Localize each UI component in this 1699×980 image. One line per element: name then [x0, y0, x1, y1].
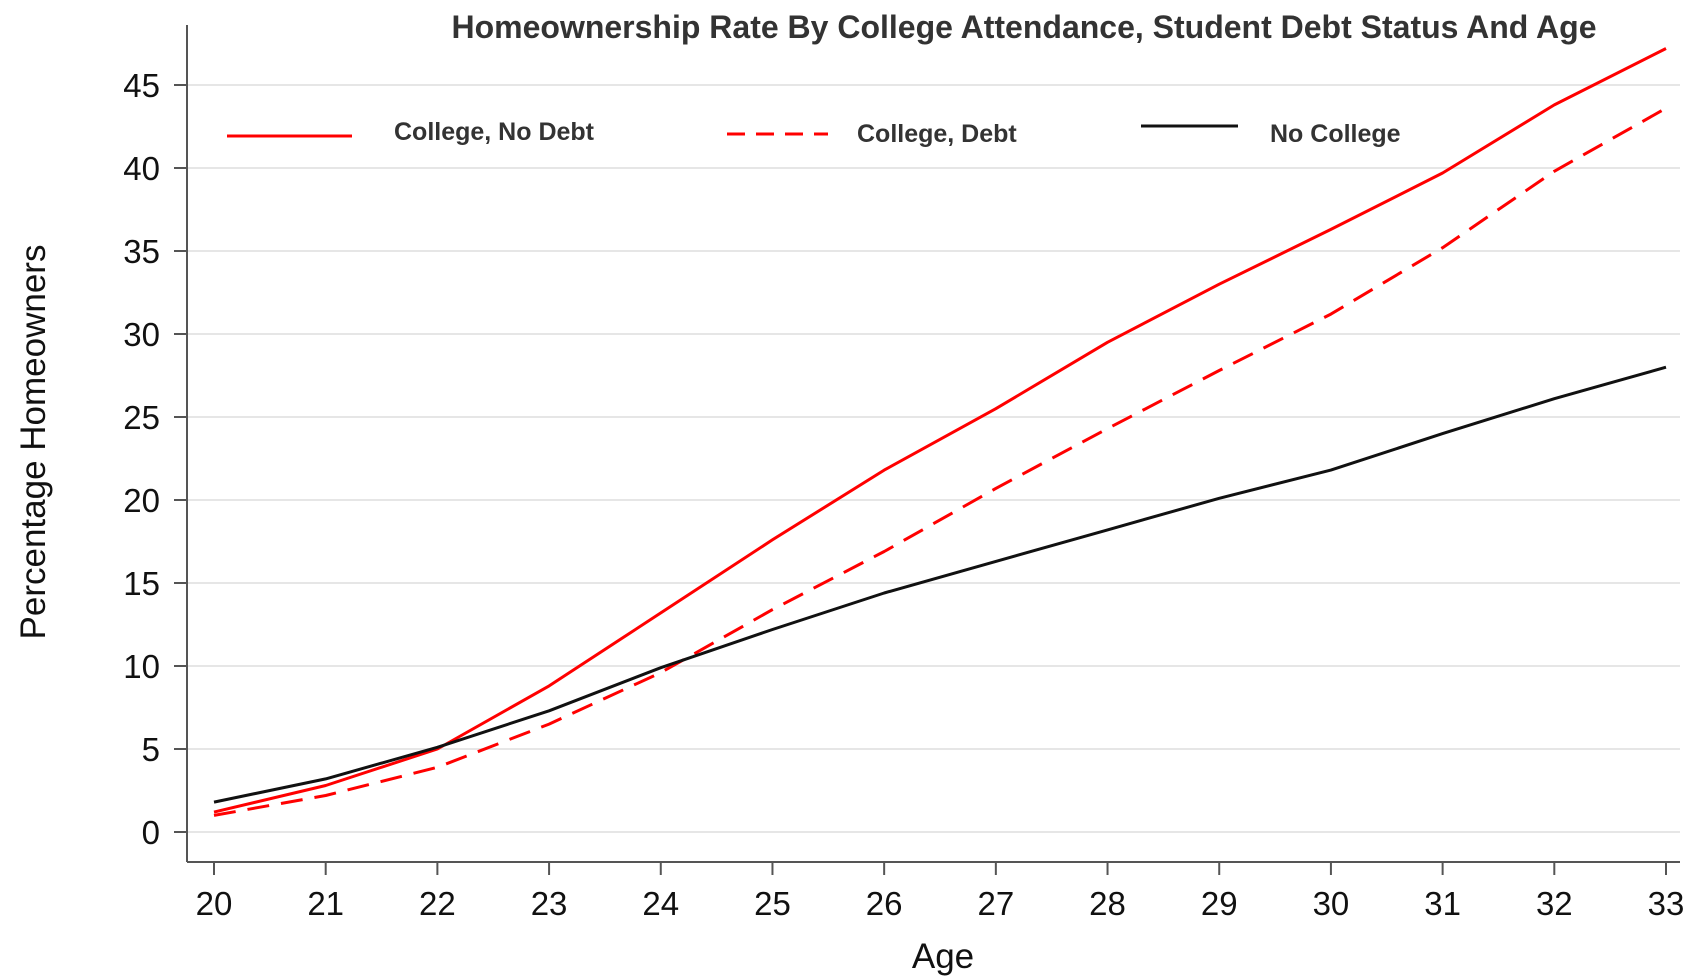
- y-tick-label: 5: [142, 731, 160, 768]
- x-tick-label: 31: [1424, 885, 1461, 922]
- y-tick-label: 40: [123, 150, 160, 187]
- x-tick-label: 28: [1089, 885, 1126, 922]
- y-tick-label: 30: [123, 316, 160, 353]
- ticks: 0 5 10 15 20 25 30 35 40 45 20 21 22 23 24 25 26 27 28 29 30…: [123, 67, 1684, 922]
- x-tick-label: 33: [1648, 885, 1685, 922]
- y-tick-label: 25: [123, 399, 160, 436]
- x-tick-label: 29: [1201, 885, 1238, 922]
- x-tick-label: 21: [307, 885, 344, 922]
- y-axis-title: Percentage Homeowners: [14, 245, 53, 640]
- x-tick-label: 20: [196, 885, 233, 922]
- y-tick-label: 20: [123, 482, 160, 519]
- x-tick-label: 26: [866, 885, 903, 922]
- series-line-college-debt: [213, 106, 1667, 817]
- y-tick-label: 45: [123, 67, 160, 104]
- x-tick-label: 32: [1536, 885, 1573, 922]
- x-tick-label: 24: [642, 885, 679, 922]
- x-tick-label: 25: [754, 885, 791, 922]
- legend-label-college-debt: College, Debt: [857, 120, 1017, 148]
- legend-label-college-no-debt: College, No Debt: [394, 118, 595, 146]
- axes: [186, 25, 1680, 863]
- chart-title: Homeownership Rate By College Attendance…: [451, 9, 1596, 45]
- gridlines: [187, 84, 1680, 833]
- x-tick-label: 23: [531, 885, 568, 922]
- legend-label-no-college: No College: [1270, 120, 1401, 148]
- legend: College, No Debt College, Debt No Colleg…: [227, 118, 1401, 148]
- y-tick-label: 15: [123, 565, 160, 602]
- x-axis-title: Age: [912, 937, 974, 976]
- y-tick-label: 35: [123, 233, 160, 270]
- y-tick-label: 0: [142, 814, 160, 851]
- x-tick-label: 22: [419, 885, 456, 922]
- series-line-college-no-debt: [213, 47, 1667, 814]
- x-tick-label: 27: [977, 885, 1014, 922]
- series-lines: [213, 47, 1667, 817]
- series-line-no-college: [213, 365, 1667, 804]
- x-tick-label: 30: [1313, 885, 1350, 922]
- y-tick-label: 10: [123, 648, 160, 685]
